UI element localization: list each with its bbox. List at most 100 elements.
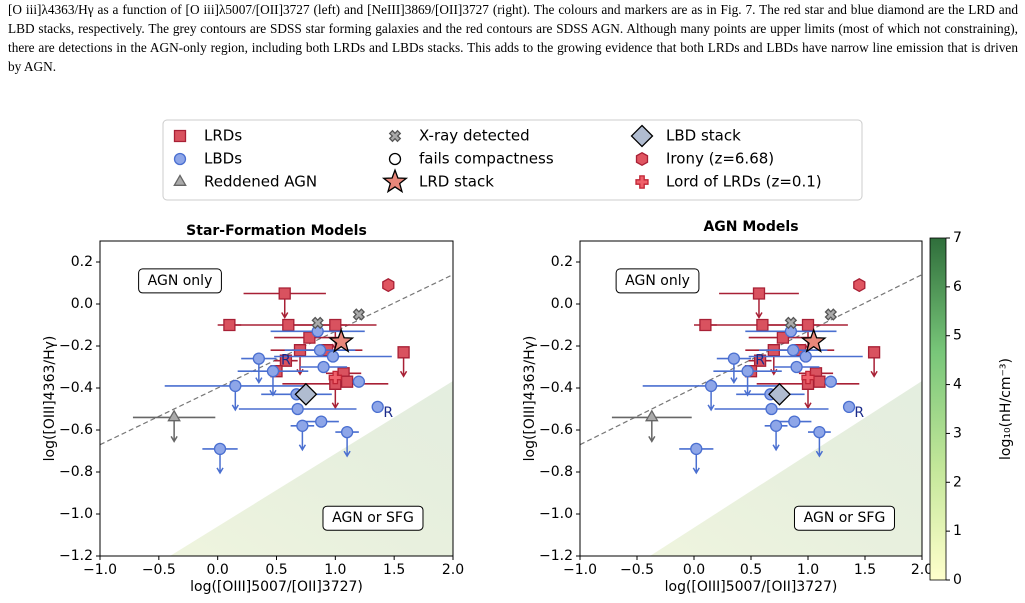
y-tick-label: 0.2 [551, 254, 573, 270]
marker [813, 426, 826, 439]
colorbar-tick-label: 3 [953, 425, 962, 441]
boundary-line [100, 274, 453, 446]
marker [340, 375, 354, 388]
marker [313, 344, 327, 357]
colorbar-tick-label: 5 [953, 328, 962, 344]
x-tick-label: 1.5 [383, 562, 405, 578]
legend-marker [173, 174, 187, 186]
y-tick-label: 0.0 [551, 296, 573, 312]
marker [340, 426, 354, 439]
marker [699, 318, 712, 332]
marker [328, 328, 355, 353]
marker [768, 382, 791, 406]
annotation-box [322, 505, 424, 531]
marker [756, 318, 769, 332]
y-tick-label: −0.8 [59, 464, 93, 480]
marker [765, 402, 778, 416]
legend-box [162, 119, 863, 201]
marker [813, 375, 826, 388]
x-tick-label: −1.0 [83, 562, 117, 578]
colorbar [929, 237, 947, 581]
colorbar-tick-label: 0 [953, 572, 962, 588]
marker [801, 370, 815, 385]
legend-label: LBDs [204, 150, 242, 168]
marker [769, 419, 783, 432]
y-tick-label: −0.4 [539, 380, 573, 396]
colorbar-tick-label: 4 [953, 377, 962, 393]
marker [329, 318, 342, 332]
marker [867, 346, 881, 359]
marker [315, 415, 328, 428]
annotation: AGN or SFG [332, 510, 414, 526]
marker [328, 370, 343, 385]
x-tick-label: 1.5 [854, 562, 876, 578]
y-tick-label: −1.0 [59, 506, 93, 522]
y-tick-label: −0.6 [59, 422, 93, 438]
marker [787, 344, 800, 357]
y-tick-label: −0.8 [539, 464, 573, 480]
panel: AGN only AGN or SFG R R −1.0 −0.5 0.0 0.5 1.0 1.5… [522, 219, 1014, 595]
annotation: R [755, 353, 765, 369]
y-tick-label: −0.2 [59, 338, 93, 354]
legend-label: LRD stack [419, 173, 494, 191]
legend-marker [630, 124, 654, 148]
marker [311, 316, 324, 330]
legend-marker [388, 129, 402, 143]
x-tick-label: 0.5 [265, 562, 287, 578]
y-axis-label: log([OIII]4363/Hγ) [522, 336, 538, 462]
marker [753, 354, 767, 367]
marker [223, 318, 236, 332]
colorbar-tick-label: 1 [953, 523, 962, 539]
x-tick-label: 2.0 [442, 562, 464, 578]
marker [842, 400, 856, 413]
annotation: AGN only [148, 273, 213, 289]
marker [799, 350, 812, 363]
legend-label: LRDs [204, 127, 242, 145]
y-tick-label: −0.2 [539, 338, 573, 354]
colorbar-tick-label: 2 [953, 474, 962, 490]
marker [371, 400, 384, 413]
legend-label: fails compactness [419, 150, 554, 168]
marker [752, 287, 766, 300]
marker [282, 318, 295, 332]
marker [776, 331, 790, 344]
colorbar-tick-label: 6 [953, 279, 962, 295]
marker [397, 346, 410, 359]
marker [317, 360, 330, 374]
annotation: AGN only [625, 273, 690, 289]
marker [303, 331, 316, 344]
marker [252, 352, 266, 365]
marker [788, 415, 801, 428]
legend-marker [635, 175, 649, 189]
legend-marker [635, 151, 649, 167]
legend-marker [173, 152, 187, 166]
marker [853, 278, 866, 293]
legend-label: X-ray detected [419, 127, 530, 145]
annotation: R [281, 353, 291, 369]
annotation: AGN or SFG [804, 510, 886, 526]
upper-limit-arrow [170, 417, 178, 443]
annotation: R [383, 405, 393, 421]
caption: [O iii]λ4363/Hγ as a function of [O iii]… [8, 2, 1018, 74]
panel: AGN only AGN or SFG R R −1.0 −0.5 0.0 0.5 1.0 1.5… [42, 223, 464, 595]
marker [352, 375, 366, 388]
y-tick-label: −1.2 [59, 548, 93, 564]
y-tick-label: −0.6 [539, 422, 573, 438]
x-axis-label: log([OIII]5007/[OII]3727) [665, 579, 838, 595]
annotation-box [615, 268, 700, 294]
legend-label: Irony (z=6.68) [666, 150, 774, 168]
y-tick-label: −0.4 [59, 380, 93, 396]
marker [278, 287, 291, 300]
legend-label: Lord of LRDs (z=0.1) [666, 173, 822, 191]
marker [704, 379, 718, 392]
legend-marker [381, 168, 409, 194]
annotation-box [138, 268, 222, 294]
chart-title: AGN Models [703, 219, 798, 235]
x-tick-label: −0.5 [142, 562, 176, 578]
marker [294, 382, 318, 406]
y-tick-label: −1.0 [539, 506, 573, 522]
marker [824, 375, 837, 388]
x-tick-label: 0.5 [740, 562, 762, 578]
marker [167, 409, 181, 422]
